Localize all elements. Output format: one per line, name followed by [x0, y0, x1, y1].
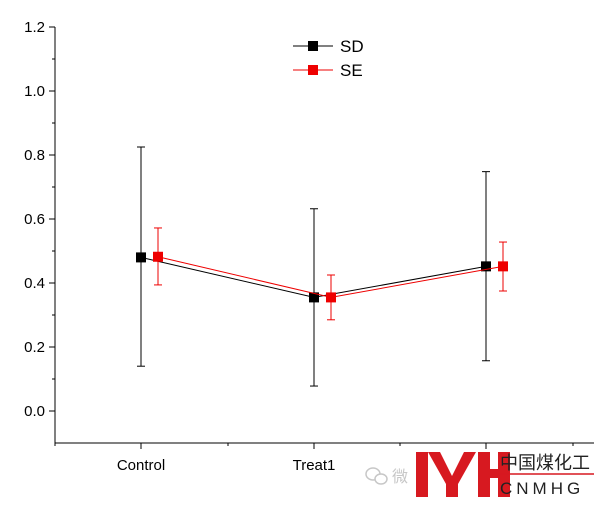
logo-chinese-text: 中国煤化工: [500, 453, 590, 474]
y-tick-label: 0.2: [24, 339, 45, 356]
y-ticks: 0.0 0.2 0.4 0.6 0.8 1.0 1.2: [24, 19, 55, 420]
logo-english-text: CNMHG: [500, 479, 584, 498]
data-point: [309, 292, 319, 303]
legend: SD SE: [293, 37, 364, 80]
legend-marker-se: [308, 65, 318, 75]
wechat-icon: [365, 467, 388, 485]
x-ticks: Control Treat1: [54, 443, 574, 474]
y-tick-label: 1.0: [24, 83, 45, 100]
series-sd: [136, 146, 491, 387]
y-tick-label: 0.8: [24, 147, 45, 164]
data-point: [153, 251, 163, 262]
y-tick-label: 1.2: [24, 19, 45, 36]
legend-label-sd: SD: [340, 37, 364, 56]
data-point: [481, 261, 491, 272]
y-tick-label: 0.4: [24, 275, 45, 292]
data-point: [498, 261, 508, 272]
series-se: [153, 227, 508, 321]
series-layer: [136, 146, 508, 387]
watermark: 微 中国煤化工 CNMHG: [365, 449, 594, 500]
data-point: [136, 252, 146, 263]
y-tick-label: 0.0: [24, 403, 45, 420]
cnmhg-logo-mark: [412, 449, 510, 500]
legend-marker-sd: [308, 41, 318, 51]
legend-label-se: SE: [340, 61, 363, 80]
y-tick-label: 0.6: [24, 211, 45, 228]
data-point: [326, 292, 336, 303]
x-tick-label: Treat1: [293, 457, 336, 474]
x-tick-label: Control: [117, 457, 165, 474]
wechat-text: 微: [392, 468, 408, 486]
axes: [54, 27, 594, 444]
